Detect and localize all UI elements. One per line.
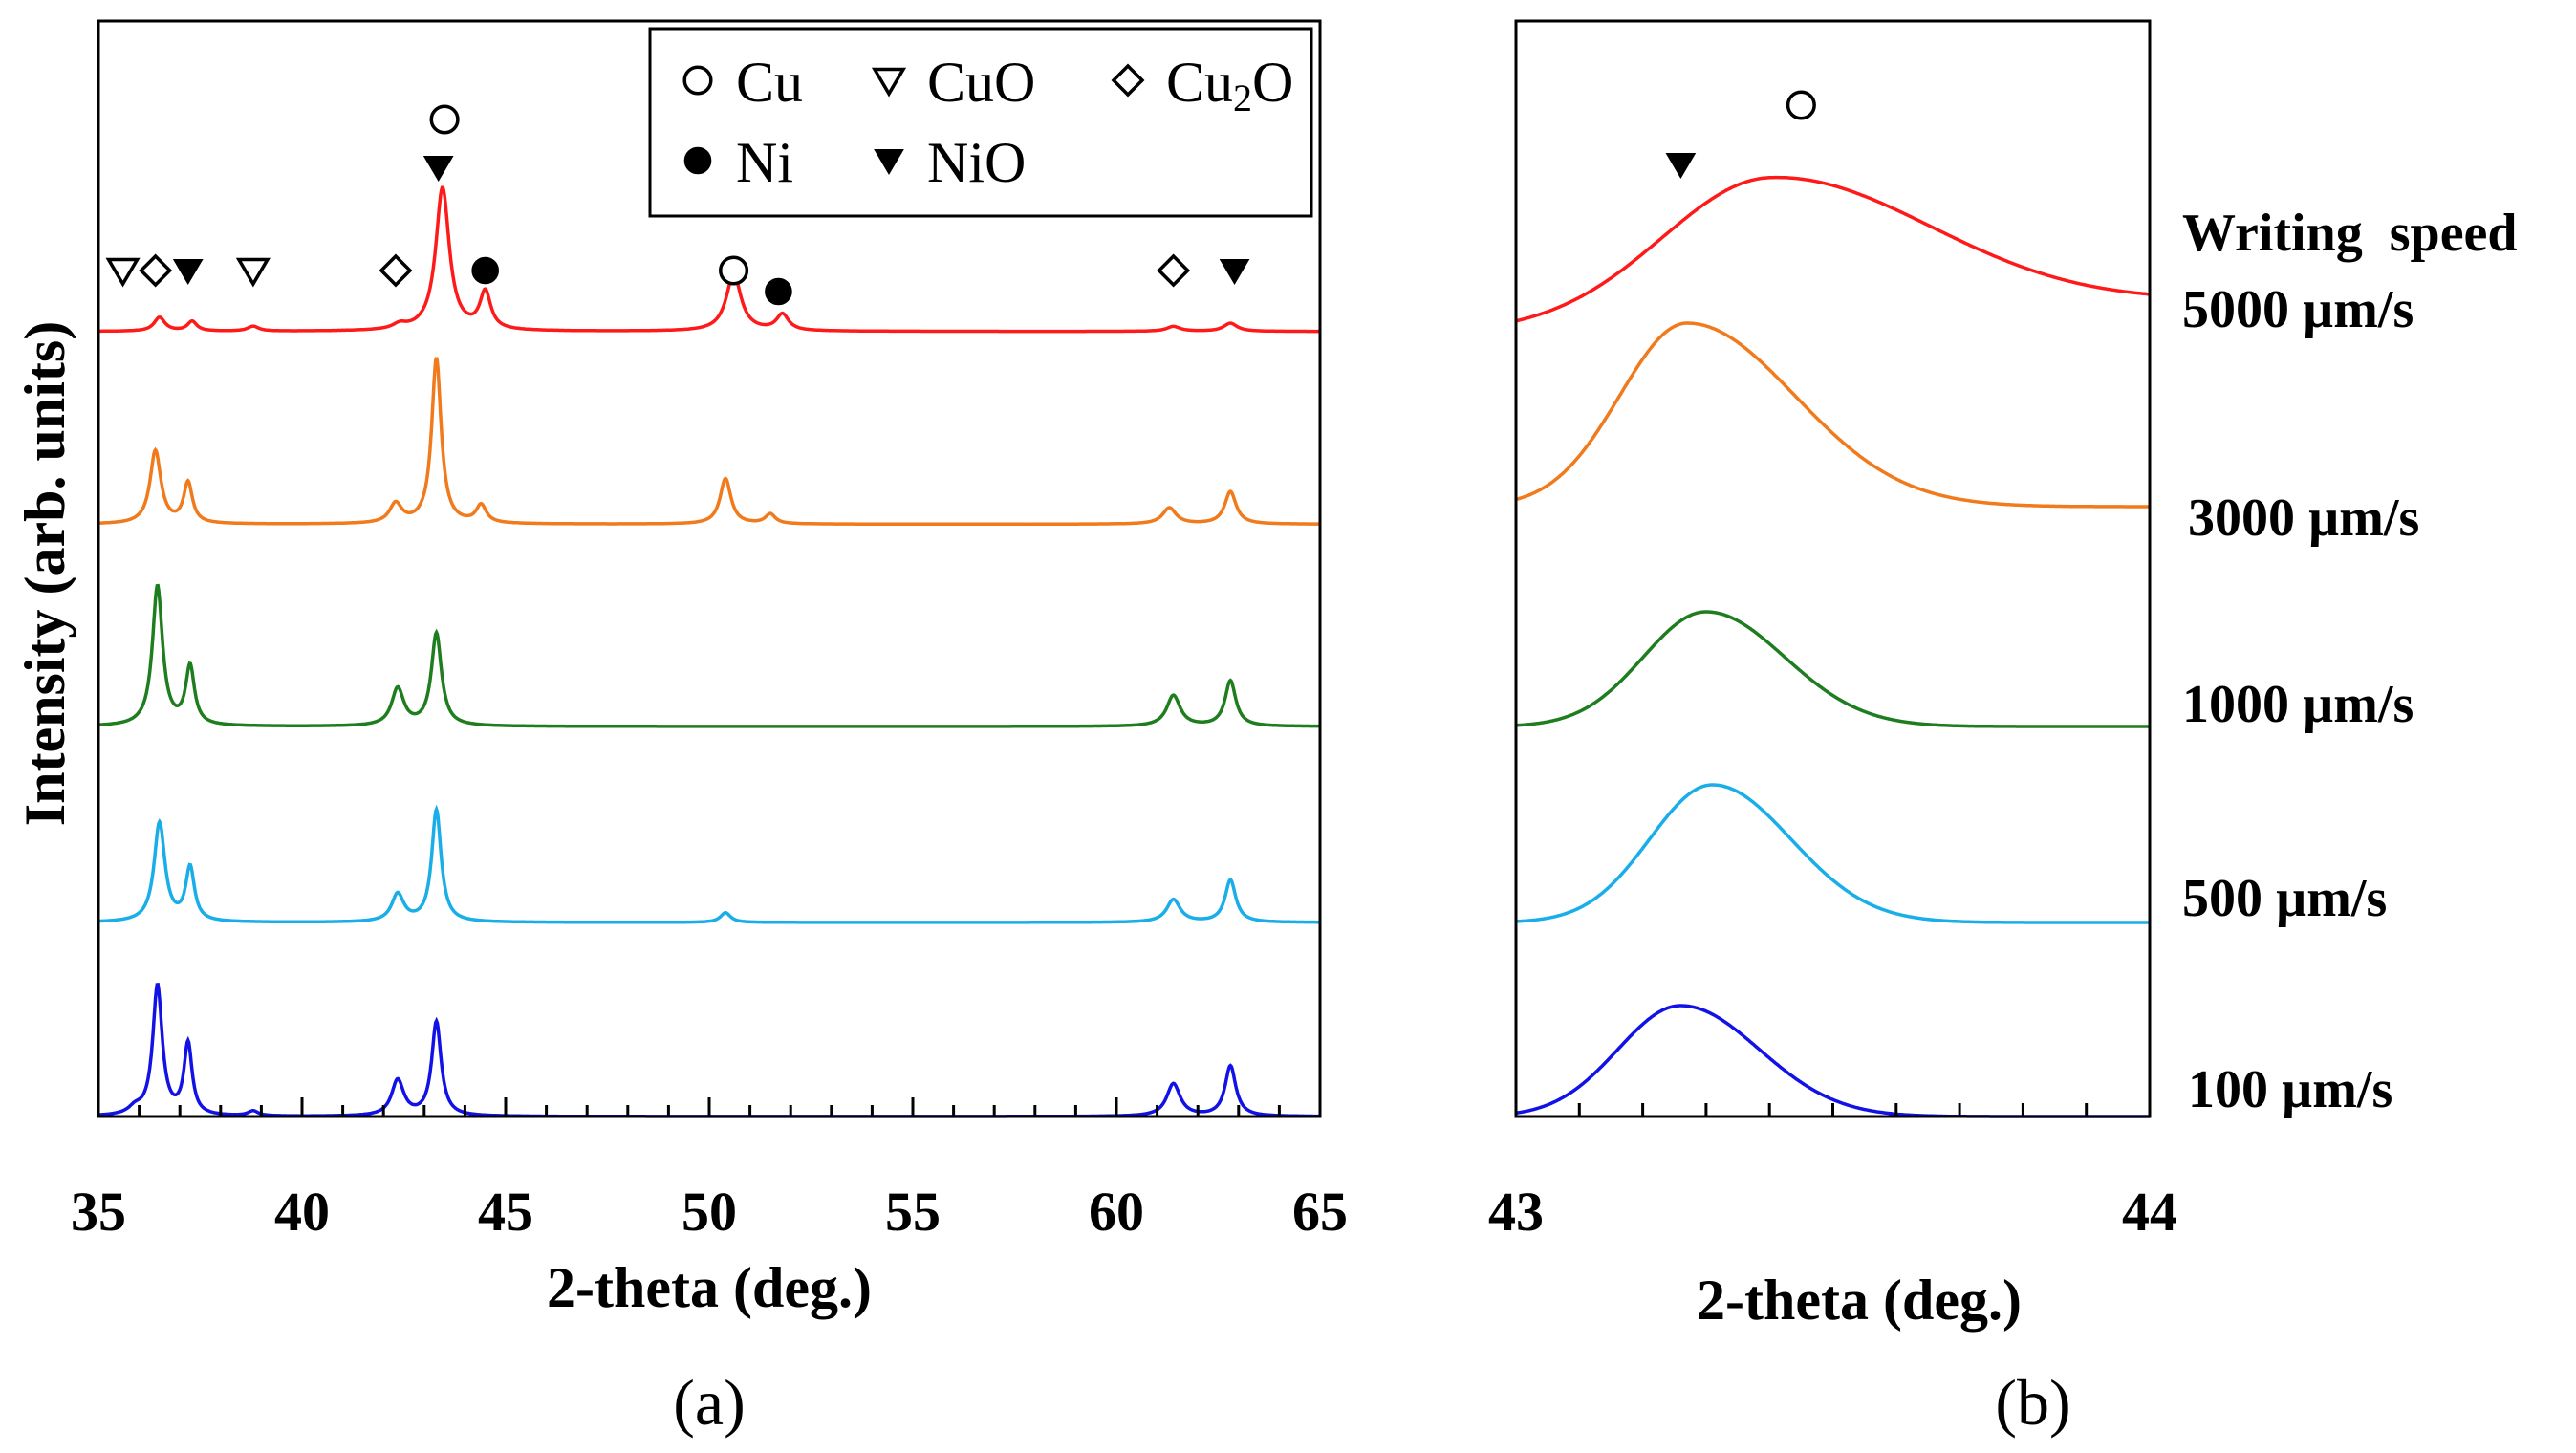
legend-label-subscript: 2 <box>1233 76 1252 119</box>
xrd-curve-1000 <box>97 583 1320 728</box>
panel-a-x-axis-label: 2-theta (deg.) <box>547 1256 872 1319</box>
legend-label: NiO <box>927 131 1026 194</box>
x-tick-label: 65 <box>1292 1181 1348 1243</box>
phase-marker-filled-down-triangle-2 <box>172 259 204 286</box>
zoom-curve-3 <box>1516 783 2150 924</box>
panel-a-x-ticks <box>97 1097 1322 1117</box>
phase-marker-open-diamond-1 <box>139 253 173 288</box>
legend-entry-open-circle: Cu <box>682 51 803 114</box>
phase-marker-open-diamond-4 <box>379 253 413 288</box>
writing-speed-label: 3000 µm/s <box>2188 488 2419 548</box>
writing-speed-label: 500 µm/s <box>2182 869 2387 928</box>
xrd-curve-100 <box>98 982 1320 1118</box>
legend-label-text: CuO <box>927 51 1035 114</box>
xrd-curve-3000 <box>98 357 1320 527</box>
panel-a-label: (a) <box>673 1366 745 1439</box>
phase-marker-open-down-triangle-0 <box>105 257 141 288</box>
panel-b-curves <box>1515 175 2151 1118</box>
legend-entry-filled-circle: Ni <box>683 131 793 194</box>
xrd-curve-5000 <box>98 185 1320 334</box>
x-tick-label: 55 <box>885 1181 941 1243</box>
writing-speed-label: 100 µm/s <box>2188 1060 2392 1119</box>
phase-marker-open-circle-8 <box>719 255 749 286</box>
legend-label-text: Ni <box>736 131 793 194</box>
phase-marker-filled-circle-9 <box>765 277 792 306</box>
legend-entry-open-diamond: Cu2O <box>1111 51 1293 119</box>
xrd-curve-500 <box>98 804 1320 924</box>
zoom-curve-2 <box>1515 610 2150 728</box>
panel-b-phase-markers <box>1665 90 1816 180</box>
panel-b-label: (b) <box>1995 1366 2070 1439</box>
phase-marker-filled-down-triangle-11 <box>1219 259 1250 286</box>
legend-label: Ni <box>736 131 793 194</box>
writing-speed-labels: 5000 µm/s 3000 µm/s 1000 µm/s 500 µm/s 100 µ… <box>2182 280 2419 1119</box>
x-tick-label: 50 <box>682 1181 737 1243</box>
panel-a-y-axis-label: Intensity (arb. units) <box>13 321 76 826</box>
legend-label: CuO <box>927 51 1035 114</box>
zoom-curve-4 <box>1515 1004 2150 1118</box>
legend-label: Cu <box>736 51 803 114</box>
legend-label-tail: O <box>1252 51 1293 114</box>
zoom-phase-marker-open-circle-1 <box>1786 90 1816 120</box>
x-tick-label: 45 <box>478 1181 533 1243</box>
legend-label-text: Cu <box>1166 51 1233 114</box>
panel-a-curves <box>97 185 1320 1118</box>
phase-marker-open-circle-6 <box>429 104 460 135</box>
legend-label-text: NiO <box>927 131 1026 194</box>
legend-label: Cu2O <box>1166 51 1293 119</box>
legend-entry-open-down-triangle: CuO <box>871 51 1035 114</box>
legend-symbol-open-down-triangle <box>871 67 907 98</box>
phase-marker-filled-circle-7 <box>471 256 500 285</box>
phase-marker-open-down-triangle-3 <box>235 257 271 288</box>
writing-speed-title: Writing speed <box>2182 204 2518 263</box>
legend-box <box>648 27 1313 218</box>
phase-marker-open-diamond-10 <box>1157 253 1191 288</box>
x-tick-label: 60 <box>1089 1181 1144 1243</box>
zoom-x-tick-label: 43 <box>1488 1181 1544 1243</box>
legend-label-text: Cu <box>736 51 803 114</box>
phase-marker-filled-down-triangle-5 <box>422 156 454 183</box>
panel-b: 43 44 2-theta (deg.) (b) Writing speed 50… <box>1488 19 2518 1439</box>
panel-b-x-ticks <box>1514 1103 2152 1117</box>
panel-a: 35 40 45 50 55 60 65 2-theta (deg.) Intensity … <box>13 19 1348 1439</box>
panel-b-x-axis-label: 2-theta (deg.) <box>1697 1269 2022 1332</box>
panel-a-x-tick-labels: 35 40 45 50 55 60 65 <box>71 1181 1348 1243</box>
panel-a-phase-markers <box>105 104 1250 306</box>
zoom-curve-1 <box>1515 321 2150 509</box>
x-tick-label: 35 <box>71 1181 126 1243</box>
zoom-phase-marker-filled-down-triangle-0 <box>1665 153 1697 180</box>
zoom-x-tick-label: 44 <box>2122 1181 2177 1243</box>
x-tick-label: 40 <box>274 1181 330 1243</box>
panel-b-x-tick-labels: 43 44 <box>1488 1181 2177 1243</box>
legend-symbol-open-circle <box>682 65 713 96</box>
writing-speed-label: 5000 µm/s <box>2182 280 2414 339</box>
legend-entry-filled-down-triangle: NiO <box>874 131 1026 194</box>
legend-symbol-filled-circle <box>683 146 712 175</box>
legend-symbol-open-diamond <box>1111 63 1145 98</box>
writing-speed-label: 1000 µm/s <box>2182 675 2414 734</box>
legend-symbol-filled-down-triangle <box>874 149 904 176</box>
zoom-curve-0 <box>1515 175 2151 323</box>
